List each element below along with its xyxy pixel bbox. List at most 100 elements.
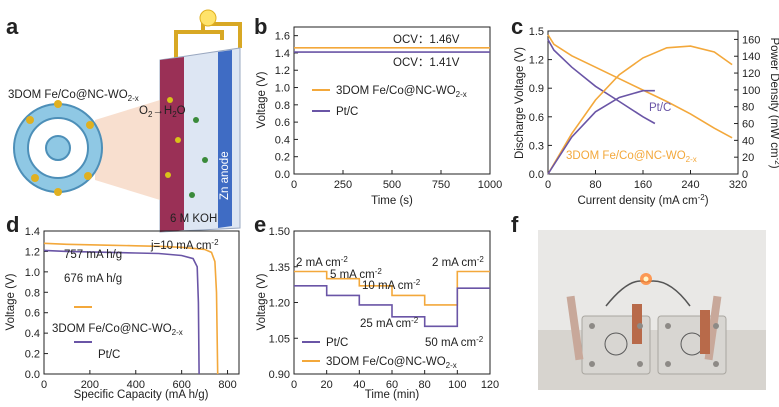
chart-b-ytick-label: 0.8: [275, 100, 290, 112]
chart-b-ytick-label: 1.6: [275, 31, 290, 43]
chart-b-ytick-label: 1.0: [275, 83, 290, 95]
chart-c-ytick-right-label: 120: [742, 68, 760, 80]
chart-b-ytick-label: 0.6: [275, 117, 290, 129]
chart-e-xtick-label: 80: [419, 379, 431, 391]
chart-e-legend-fe: 3DOM Fe/Co@NC-WO2-x: [326, 356, 457, 370]
chart-c-ticks: 0 80 160 240 320 0.0 0.3 0.6 0.9 1.2 1.5 0 20 40 60 80 1…: [529, 26, 761, 191]
chart-b-ytick-label: 1.2: [275, 65, 290, 77]
chart-b-frame: [293, 26, 491, 175]
chart-b-legend-fe: 3DOM Fe/Co@NC-WO2-x: [336, 85, 467, 99]
chart-c-ytick-right-label: 40: [742, 135, 754, 147]
chart-e-xtick-label: 100: [448, 379, 466, 391]
chart-e-xtick-label: 20: [321, 379, 333, 391]
chart-d-annotation-pt: 676 mA h/g: [64, 273, 122, 285]
chart-e-ytick-label: 1.05: [269, 333, 290, 345]
chart-c-ytick-label: 1.2: [529, 55, 544, 67]
panel-label-c: c: [511, 14, 523, 39]
chart-e-ytick-label: 1.35: [269, 262, 290, 274]
air-cathode: [160, 57, 184, 232]
chart-d-frame: [43, 230, 240, 375]
catalyst-dot: [167, 97, 173, 103]
chart-b-ytick-label: 0.0: [275, 169, 290, 181]
panel-label-e: e: [254, 212, 266, 237]
chart-d-ticks: 0 200 400 600 800 0.0 0.2 0.4 0.6 0.8 1.0 1.2 1.4: [25, 226, 237, 391]
chart-b-lines: [294, 46, 490, 53]
chart-c-ytick-label: 0.6: [529, 112, 544, 124]
material-label: 3DOM Fe/Co@NC-WO2-x: [8, 89, 139, 103]
photo-cell-left: [566, 295, 651, 375]
chart-e-xtick-label: 60: [386, 379, 398, 391]
chart-c-ytick-right-label: 100: [742, 85, 760, 97]
chart-e-annotation-5: 5 mA cm-2: [330, 267, 382, 281]
chart-c-xtick-label: 160: [634, 179, 652, 191]
chart-d-ytick-label: 0.4: [25, 328, 40, 340]
chart-c-series-polarization-line: [547, 34, 733, 139]
catalyst-dot: [175, 137, 181, 143]
panel-label-a: a: [6, 14, 19, 39]
chart-b-xtick-label: 500: [383, 179, 401, 191]
chart-e-annotation-50: 50 mA cm-2: [425, 335, 484, 349]
chart-c-ytick-right-label: 160: [742, 34, 760, 46]
chart-d-xtick-label: 800: [218, 379, 236, 391]
chart-c-ytick-right-label: 20: [742, 152, 754, 164]
chart-b-ytick-label: 1.4: [275, 48, 290, 60]
chart-e-xlabel: Time (min): [365, 389, 420, 401]
chart-c-xlabel: Current density (mA cm-2): [577, 193, 708, 207]
electrolyte-label: 6 M KOH: [170, 213, 217, 225]
chart-c-xtick-label: 0: [545, 179, 551, 191]
chart-c: 0 80 160 240 320 0.0 0.3 0.6 0.9 1.2 1.5 0 20 40 60 80 1…: [514, 26, 779, 207]
chart-d-ylabel: Voltage (V): [5, 273, 17, 330]
photo-table: [538, 330, 766, 390]
chart-d-series-line: [43, 242, 219, 375]
wire-right: [201, 22, 242, 48]
chart-d-xtick-label: 200: [81, 379, 99, 391]
chart-e-annotation-2: 2 mA cm-2: [296, 255, 348, 269]
chart-e-ytick-label: 1.50: [269, 226, 290, 238]
chart-b: 0 250 500 750 1000 0.0 0.2 0.4 0.6 0.8 1.0 1.2 1.4 1.…: [256, 26, 503, 207]
chart-e: 0 20 40 60 80 100 120 0.90 1.05 1.20 1.35 1.50 Time…: [256, 226, 499, 401]
chart-b-ticks: 0 250 500 750 1000 0.0 0.2 0.4 0.6 0.8 1.0 1.2 1.4 1.…: [275, 31, 503, 191]
chart-b-annotation-pt: OCV：1.41V: [393, 57, 460, 69]
chart-d-ytick-label: 1.2: [25, 246, 40, 258]
zinc-anode: [218, 50, 232, 228]
chart-c-ytick-label: 0.3: [529, 140, 544, 152]
chart-e-ylabel: Voltage (V): [256, 273, 268, 330]
chart-d-annotation-fe: 757 mA h/g: [64, 249, 122, 261]
chart-d-legend-pt: Pt/C: [98, 349, 120, 361]
chart-e-ytick-label: 0.90: [269, 369, 290, 381]
chart-d-ytick-label: 0.6: [25, 308, 40, 320]
chart-c-xtick-label: 320: [729, 179, 747, 191]
zoom-beam: [95, 100, 160, 200]
chart-b-xtick-label: 750: [432, 179, 450, 191]
chart-d-legend-fe: 3DOM Fe/Co@NC-WO2-x: [52, 323, 183, 337]
panel-label-d: d: [6, 212, 19, 237]
chart-d-ytick-label: 1.4: [25, 226, 40, 238]
chart-b-ytick-label: 0.4: [275, 134, 290, 146]
chart-c-lines: [547, 34, 733, 175]
chart-c-series-power-line: [547, 45, 733, 175]
chart-b-xtick-label: 0: [291, 179, 297, 191]
chart-b-xtick-label: 250: [334, 179, 352, 191]
chart-b-xtick-label: 1000: [478, 179, 502, 191]
chart-c-ytick-label: 0.9: [529, 83, 544, 95]
chart-e-ticks: 0 20 40 60 80 100 120 0.90 1.05 1.20 1.35 1.50: [269, 226, 500, 391]
chart-d-ytick-label: 1.0: [25, 267, 40, 279]
chart-e-xtick-label: 0: [291, 379, 297, 391]
chart-e-annotation-25: 25 mA cm-2: [360, 316, 419, 330]
chart-e-frame: [293, 230, 491, 375]
chart-b-annotation-fe: OCV：1.46V: [393, 34, 460, 46]
chart-c-ytick-right-label: 60: [742, 119, 754, 131]
reaction-label: O2→H2O: [139, 105, 186, 119]
catalyst-dot: [165, 172, 171, 178]
chart-c-ytick-right-label: 80: [742, 102, 754, 114]
chart-e-annotation-10: 10 mA cm-2: [362, 278, 421, 292]
catalyst-dot: [189, 192, 195, 198]
chart-e-annotation-2b: 2 mA cm-2: [432, 255, 484, 269]
chart-e-ytick-label: 1.20: [269, 298, 290, 310]
chart-c-ytick-right-label: 0: [742, 169, 748, 181]
chart-d-lines: [43, 242, 219, 375]
device-photo: [538, 230, 766, 390]
chart-c-series-power-line: [547, 89, 655, 175]
3dom-structure-icon: [13, 100, 103, 196]
